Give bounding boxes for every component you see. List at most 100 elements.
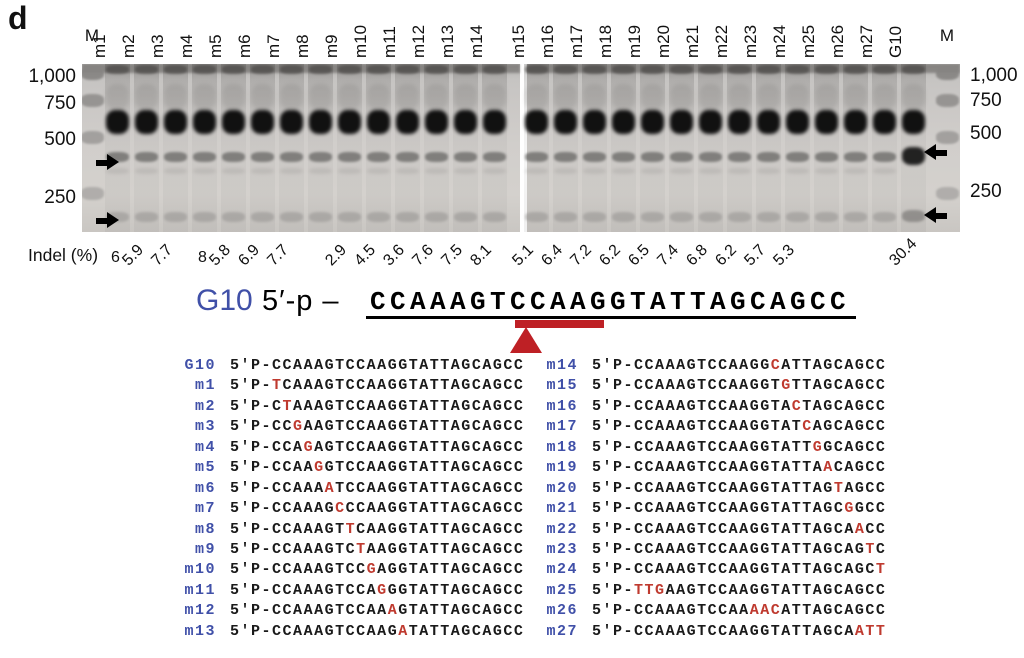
arrow-shaft: [936, 149, 947, 156]
lane-label-m25: m25: [799, 24, 818, 58]
gel-band: [582, 152, 606, 162]
gel-band: [250, 212, 274, 222]
seq-row-sequence: 5'P-CCAAAGTCCAAGGTATTAGCAGCT: [592, 561, 887, 579]
gel-band: [453, 152, 477, 162]
gel-band: [424, 65, 448, 74]
seq-row-sequence: 5'P-CCAAAGTCCAAAGTATTAGCAGCC: [230, 602, 525, 620]
seq-row-sequence: 5'P-CCAAAGTCCGAGGTATTAGCAGCC: [230, 561, 525, 579]
gel-band: [698, 110, 722, 134]
gel-lane-m8: [307, 64, 333, 232]
gel-band: [308, 84, 332, 110]
seq-row-label: m19: [546, 459, 578, 477]
gel-band: [640, 65, 664, 74]
gel-lane-M: [935, 64, 960, 232]
gel-lane-m4: [191, 64, 217, 232]
seq-row-label: m12: [184, 602, 216, 620]
seq-row-m6: m6 5'P-CCAAAATCCAAGGTATTAGCAGCC: [138, 479, 524, 499]
gel-band: [872, 65, 896, 74]
gel-lane-m13: [452, 64, 478, 232]
gel-band: [163, 84, 187, 110]
gel-band: [901, 110, 925, 134]
seq-row-m24: m24 5'P-CCAAAGTCCAAGGTATTAGCAGCT: [520, 560, 886, 580]
seq-row-sequence: 5'P-CCAAAGTCCAAGGTATTGGCAGCC: [592, 438, 887, 456]
gel-band: [611, 84, 635, 110]
gel-band: [669, 84, 693, 110]
gel-band: [366, 84, 390, 110]
gel-band: [785, 212, 809, 222]
gel-band: [611, 65, 635, 74]
seq-row-label: m7: [194, 500, 216, 518]
gel-band: [553, 110, 577, 134]
size-marker-left-1000: 1,000: [28, 66, 76, 87]
seq-row-m17: m17 5'P-CCAAAGTCCAAGGTATCAGCAGCC: [520, 417, 886, 437]
gel-lane-m27: [871, 64, 897, 232]
indel-value-G10: 30.4: [886, 235, 921, 270]
seq-row-sequence: 5'P-CCAAAATCCAAGGTATTAGCAGCC: [230, 479, 525, 497]
lane-label-m5: m5: [206, 34, 225, 58]
gel-band: [727, 152, 751, 162]
seq-row-label: m20: [546, 479, 578, 497]
gel-band: [698, 212, 722, 222]
gel-band: [82, 67, 104, 80]
panel-letter: d: [8, 0, 28, 36]
gel-band: [698, 152, 722, 162]
seq-row-m18: m18 5'P-CCAAAGTCCAAGGTATTGGCAGCC: [520, 438, 886, 458]
gel-lane-m26: [842, 64, 868, 232]
arrow-head: [924, 144, 936, 160]
gel-band: [935, 187, 959, 200]
seq-row-sequence: 5'P-CCAAAGTCCAAGGTATTAGCAATT: [592, 622, 887, 640]
gel-band: [366, 168, 390, 174]
seq-row-G10: G10 5'P-CCAAAGTCCAAGGTATTAGCAGCC: [138, 356, 524, 376]
arrow-head: [107, 212, 119, 228]
gel-band: [337, 168, 361, 174]
seq-row-label: m2: [194, 397, 216, 415]
lane-label-m2: m2: [119, 34, 138, 58]
arrow-shaft: [936, 212, 947, 219]
gel-band: [308, 168, 332, 174]
indel-value-m19: 6.5: [625, 241, 654, 270]
gel-band: [814, 110, 838, 134]
gel-band: [872, 84, 896, 110]
gel-lane-m18: [610, 64, 636, 232]
seq-row-m7: m7 5'P-CCAAAGCCCAAGGTATTAGCAGCC: [138, 499, 524, 519]
lane-label-m11: m11: [380, 26, 399, 58]
seq-row-sequence: 5'P-CCAAAGTCCAGGGTATTAGCAGCC: [230, 581, 525, 599]
gel-band: [279, 212, 303, 222]
sequence-alignment-right-column: m14 5'P-CCAAAGTCCAAGGCATTAGCAGCC m15 5'P-CC…: [520, 356, 886, 642]
lane-label-m4: m4: [177, 34, 196, 58]
gel-band: [901, 147, 925, 165]
seq-row-label: m25: [546, 581, 578, 599]
seq-row-label: m6: [194, 479, 216, 497]
gel-band: [221, 168, 245, 174]
lane-label-m19: m19: [625, 24, 644, 58]
gel-band: [669, 168, 693, 174]
lane-label-m6: m6: [235, 34, 254, 58]
gel-lane-m19: [639, 64, 665, 232]
indel-value-m4: 8: [198, 249, 207, 266]
seq-row-sequence: 5'P-CCAAAGTCCAAGGTATCAGCAGCC: [592, 418, 887, 436]
seq-row-m15: m15 5'P-CCAAAGTCCAAGGTGTTAGCAGCC: [520, 376, 886, 396]
size-marker-left-250: 250: [44, 187, 76, 208]
gel-band: [134, 110, 158, 134]
gel-band: [424, 152, 448, 162]
gel-band: [395, 84, 419, 110]
gel-band: [756, 110, 780, 134]
gel-lane-m7: [278, 64, 304, 232]
lane-label-m22: m22: [712, 24, 731, 58]
gel-band: [134, 152, 158, 162]
gel-band: [105, 168, 129, 174]
gel-band: [785, 65, 809, 74]
gel-band: [756, 212, 780, 222]
gel-lane-m5: [220, 64, 246, 232]
gel-band: [279, 168, 303, 174]
seq-row-label: m5: [194, 459, 216, 477]
gel-band: [250, 152, 274, 162]
gel-band: [250, 168, 274, 174]
gel-band: [395, 212, 419, 222]
seq-row-label: m10: [184, 561, 216, 579]
lane-label-m13: m13: [438, 24, 457, 58]
seq-row-label: m27: [546, 622, 578, 640]
indel-value-m15: 5.1: [509, 241, 538, 270]
gel-band: [424, 212, 448, 222]
